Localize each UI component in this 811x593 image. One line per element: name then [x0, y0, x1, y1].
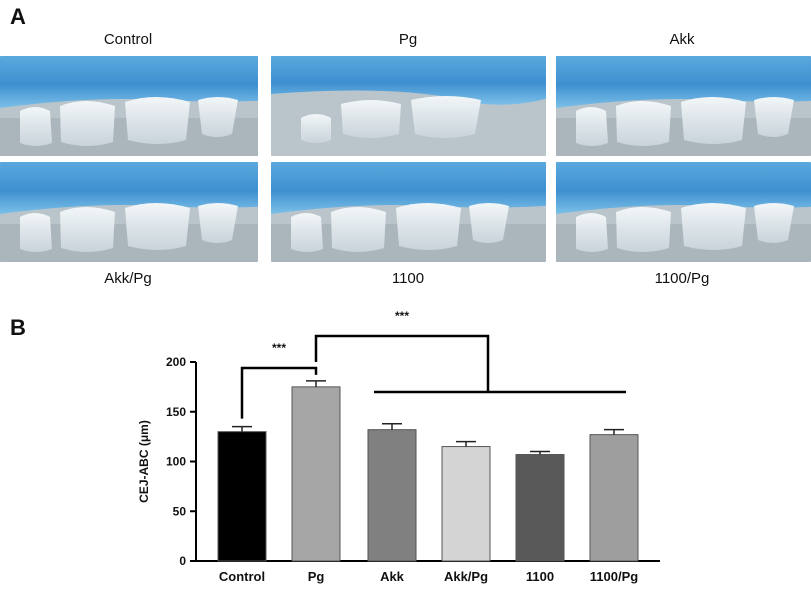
x-tick-label: Control [219, 569, 265, 584]
bar-3 [441, 446, 491, 562]
y-tick-label: 0 [179, 554, 186, 568]
label-1100: 1100 [391, 270, 425, 287]
label-control: Control [103, 31, 153, 48]
panel-b-letter: B [10, 315, 26, 340]
photo-control [0, 56, 258, 156]
label-pg: Pg [398, 31, 418, 48]
panel-a-letter: A [10, 4, 26, 29]
y-tick-label: 200 [166, 355, 186, 369]
label-1100-pg: 1100/Pg [654, 270, 710, 287]
bar-1 [291, 386, 341, 562]
x-tick-label: Akk/Pg [444, 569, 488, 584]
sig-bracket-control-pg [240, 366, 318, 419]
label-akk-pg: Akk/Pg [104, 270, 152, 287]
x-tick-label: Pg [308, 569, 325, 584]
sig-label-control-pg: *** [272, 341, 286, 355]
y-axis-label: CEJ-ABC (μm) [137, 420, 151, 503]
bar-chart: 0 50 100 150 200 CEJ-ABC (μm) Control Pg Akk Akk/… [137, 309, 660, 584]
photo-1100-pg [556, 162, 811, 262]
photo-akk [556, 56, 811, 156]
x-tick-label: Akk [380, 569, 405, 584]
bar-5 [589, 434, 639, 562]
bar-0 [217, 431, 267, 562]
photo-1100 [271, 162, 546, 262]
y-tick-label: 150 [166, 405, 186, 419]
sig-label-pg-others: *** [395, 309, 409, 323]
sig-bracket-pg-others [314, 334, 490, 392]
y-tick-label: 100 [166, 455, 186, 469]
photo-pg [271, 56, 546, 156]
label-akk: Akk [669, 31, 695, 48]
y-tick-label: 50 [173, 504, 187, 518]
x-tick-label: 1100/Pg [590, 569, 638, 584]
x-tick-label: 1100 [526, 569, 554, 584]
bar-4 [515, 454, 565, 562]
photo-akk-pg [0, 162, 258, 262]
bar-2 [367, 429, 417, 562]
